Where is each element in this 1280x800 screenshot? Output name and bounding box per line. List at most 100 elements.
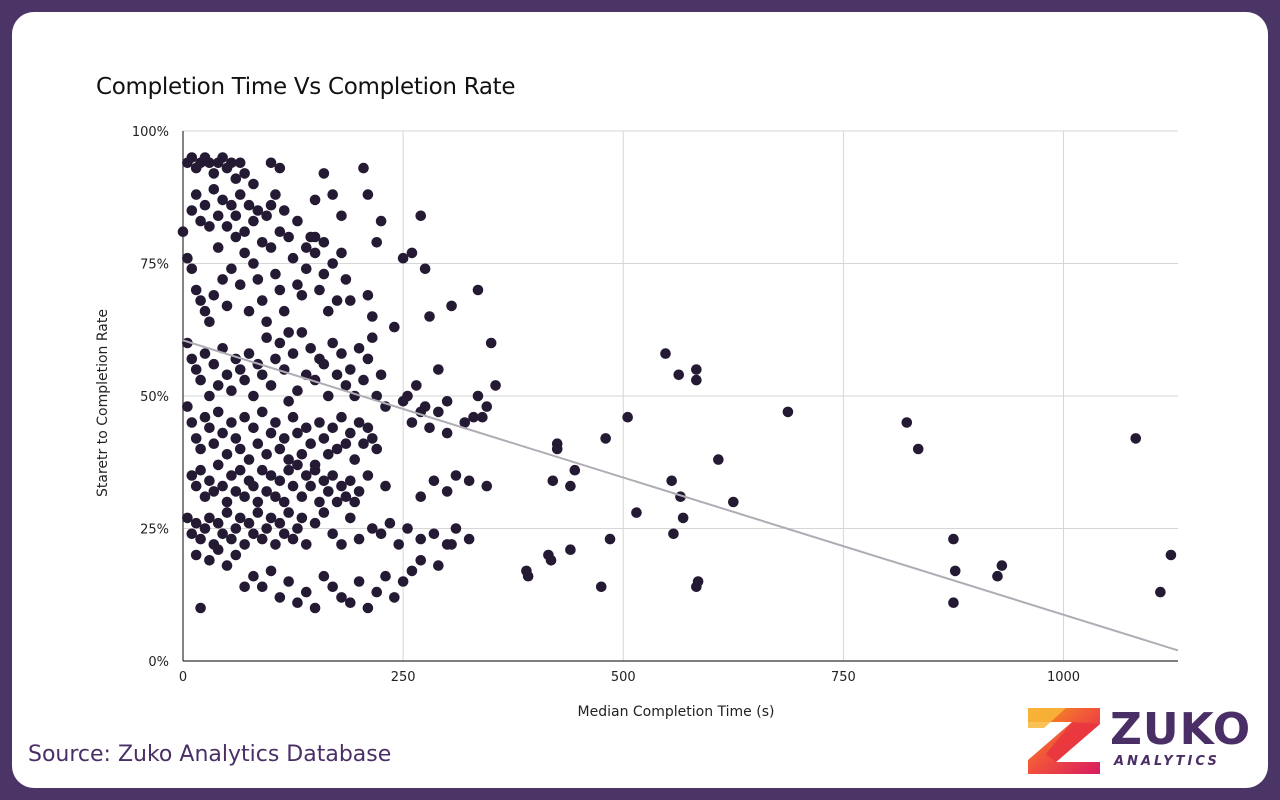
data-point xyxy=(380,480,391,492)
data-point xyxy=(234,279,246,291)
data-point xyxy=(243,199,255,211)
data-point xyxy=(912,443,924,455)
data-point xyxy=(393,539,405,550)
data-point xyxy=(212,242,224,253)
data-point xyxy=(256,369,268,381)
data-point xyxy=(472,284,484,296)
data-point xyxy=(362,470,374,481)
data-point xyxy=(212,380,224,391)
data-point xyxy=(234,443,246,455)
data-point xyxy=(340,380,352,391)
data-point xyxy=(212,517,224,529)
data-point xyxy=(389,592,400,603)
data-point xyxy=(186,152,198,163)
data-point xyxy=(204,512,215,524)
data-point xyxy=(1130,433,1142,444)
data-point xyxy=(256,581,268,593)
data-point xyxy=(318,358,330,370)
data-point xyxy=(261,449,272,460)
data-point xyxy=(450,470,462,481)
data-point xyxy=(353,533,365,545)
data-point xyxy=(283,454,294,465)
data-point xyxy=(186,470,198,481)
data-point xyxy=(331,369,343,381)
data-point xyxy=(728,496,739,508)
data-point xyxy=(248,258,259,269)
data-point xyxy=(300,539,312,550)
data-point xyxy=(349,496,361,508)
data-point xyxy=(367,311,378,322)
data-point xyxy=(397,252,409,264)
data-point xyxy=(522,570,534,582)
data-point xyxy=(415,555,427,566)
data-point xyxy=(300,470,312,481)
data-point xyxy=(296,491,308,503)
y-tick-label: 100% xyxy=(132,125,169,140)
data-point xyxy=(424,311,435,322)
data-point xyxy=(345,512,356,524)
data-point xyxy=(673,369,685,381)
data-point xyxy=(340,438,352,450)
data-point xyxy=(595,581,607,593)
data-point xyxy=(691,374,702,386)
data-point xyxy=(204,390,215,402)
data-point xyxy=(362,290,374,301)
data-point xyxy=(345,295,356,306)
data-point xyxy=(296,327,308,338)
data-point xyxy=(190,364,202,375)
data-point xyxy=(230,486,242,497)
data-point xyxy=(226,199,237,211)
data-point xyxy=(318,433,330,444)
data-point xyxy=(190,517,202,529)
data-point xyxy=(485,337,497,349)
data-point xyxy=(433,364,444,375)
brand-subtitle: ANALYTICS xyxy=(1114,754,1220,769)
data-point xyxy=(274,284,286,296)
data-point xyxy=(261,486,272,497)
data-point xyxy=(345,364,356,375)
data-point xyxy=(270,268,281,280)
data-point xyxy=(199,199,211,211)
data-point xyxy=(345,427,356,439)
data-point xyxy=(283,327,294,338)
data-point xyxy=(204,221,215,232)
data-point xyxy=(283,576,294,587)
data-point xyxy=(265,380,277,391)
data-point xyxy=(949,565,961,577)
data-point xyxy=(336,539,347,550)
data-point xyxy=(274,337,286,349)
data-point xyxy=(226,385,237,397)
data-point xyxy=(327,581,338,593)
data-point xyxy=(208,290,220,301)
data-point xyxy=(199,523,211,534)
data-point xyxy=(252,507,264,518)
data-point xyxy=(345,475,356,487)
data-point xyxy=(252,438,264,450)
data-point xyxy=(230,231,242,243)
data-point xyxy=(327,189,338,200)
data-point xyxy=(309,194,321,206)
data-points xyxy=(177,152,1177,614)
data-point xyxy=(415,210,427,222)
data-point xyxy=(713,454,724,465)
data-point xyxy=(190,433,202,444)
data-point xyxy=(204,157,215,169)
data-point xyxy=(252,274,264,285)
data-point xyxy=(668,528,679,540)
data-point xyxy=(177,226,189,237)
data-point xyxy=(305,480,316,492)
data-point xyxy=(256,295,268,306)
data-point xyxy=(190,480,202,492)
data-point xyxy=(384,517,396,529)
data-point xyxy=(212,406,224,418)
data-point xyxy=(248,528,259,540)
data-point xyxy=(424,422,435,434)
data-point xyxy=(305,343,316,354)
data-point xyxy=(221,496,233,508)
data-point xyxy=(428,528,440,540)
data-point xyxy=(265,470,277,481)
data-point xyxy=(287,533,299,545)
data-point xyxy=(243,454,255,465)
data-point xyxy=(604,533,616,545)
